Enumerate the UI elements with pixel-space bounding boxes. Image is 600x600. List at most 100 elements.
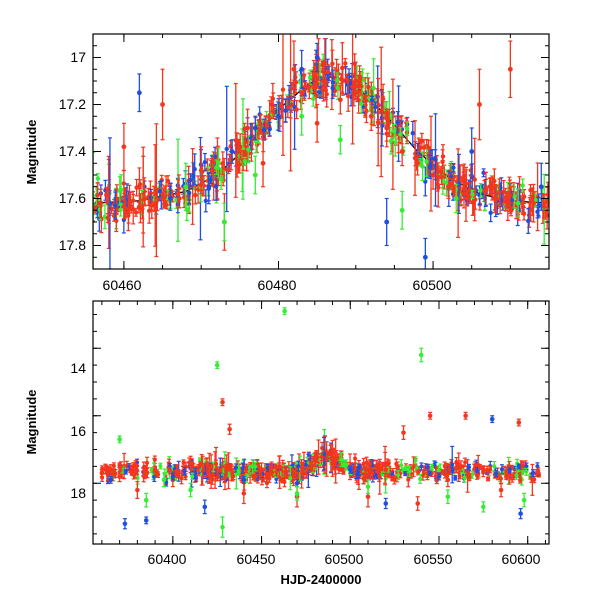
data-point [294,99,299,120]
data-point [444,169,449,197]
data-point-marker [426,145,431,150]
data-point-marker [121,144,127,150]
data-point [285,96,291,119]
data-point [234,152,240,178]
data-point [260,139,266,188]
data-point [345,80,351,112]
data-point [118,202,123,217]
data-point-marker [307,75,313,80]
data-point-marker [291,66,297,72]
data-point [322,38,328,87]
data-point-marker [399,149,405,154]
data-point-marker [358,101,364,107]
data-point [422,237,428,269]
data-point-marker [299,91,305,96]
data-point-marker [507,66,513,72]
data-point [492,183,498,214]
data-point [193,185,198,205]
data-point-marker [541,203,547,209]
data-point-marker [107,201,113,206]
data-point [279,94,284,118]
data-point [353,61,359,101]
data-point-marker [364,108,369,114]
data-point-marker [427,164,433,169]
data-point-marker [313,93,319,98]
data-point-marker [271,109,276,114]
data-point [358,93,364,115]
data-point [130,190,136,211]
data-point-marker [464,181,469,186]
data-point [121,122,127,171]
data-point-marker [430,172,436,178]
data-point-marker [440,159,445,165]
data-point-marker [404,126,410,131]
data-point-marker [186,190,192,196]
data-point-marker [95,176,101,181]
data-point [373,101,378,113]
data-point [113,191,118,220]
data-point-marker [340,78,345,84]
data-point-marker [138,206,143,211]
data-point-marker [492,196,498,201]
data-point [488,177,493,196]
data-point [368,101,374,131]
data-point [299,49,305,89]
data-point-marker [369,98,375,103]
data-point [384,197,390,247]
data-point [306,83,311,93]
top-y-tick-label: 17.6 [59,190,86,206]
data-point-marker [410,130,415,136]
top-y-tick-label: 17.2 [59,96,86,112]
data-point-marker [206,184,212,190]
data-point [160,68,165,141]
data-point-marker [130,198,136,203]
data-point [320,81,325,98]
data-point-marker [468,168,474,173]
data-point [427,154,433,179]
data-point-marker [214,165,219,170]
data-point-marker [449,181,455,187]
top-x-tick-label: 60500 [413,277,452,293]
data-point [145,456,150,469]
data-point-marker [214,461,219,466]
data-point-marker [283,108,288,113]
data-point [314,42,320,73]
data-point [526,208,531,234]
top-panel-plot-area [92,33,550,270]
data-point [464,169,469,199]
data-point [252,155,258,195]
data-point-marker [488,210,493,216]
data-point-marker [538,184,544,190]
data-point-marker [526,218,531,224]
top-panel: 60460 60480 60500 17 17.2 17.4 17.6 17.8… [24,33,550,293]
data-point-marker [175,191,181,197]
data-point-marker [133,210,139,215]
data-point [307,69,313,86]
data-point-marker [343,61,348,66]
data-point [311,59,316,89]
data-point-marker [311,96,316,102]
data-point-marker [233,138,238,143]
data-point-marker [444,180,449,185]
data-point-marker [311,72,316,77]
data-point-marker [436,185,441,191]
data-point-marker [114,218,119,224]
data-point [237,133,243,161]
data-point [206,172,212,202]
data-point-marker [285,104,291,110]
data-point [136,167,142,207]
data-point [246,135,251,164]
data-point [524,467,529,476]
data-point-marker [420,164,425,169]
data-point [399,136,405,167]
data-point-marker [267,126,272,132]
data-point-marker [373,104,378,110]
data-point-marker [203,198,209,203]
data-point-marker [446,184,451,190]
data-point [165,175,171,187]
data-point [535,204,540,219]
data-point-marker [105,193,111,198]
data-point-marker [411,464,416,469]
data-point [280,34,286,156]
data-point [461,179,467,209]
